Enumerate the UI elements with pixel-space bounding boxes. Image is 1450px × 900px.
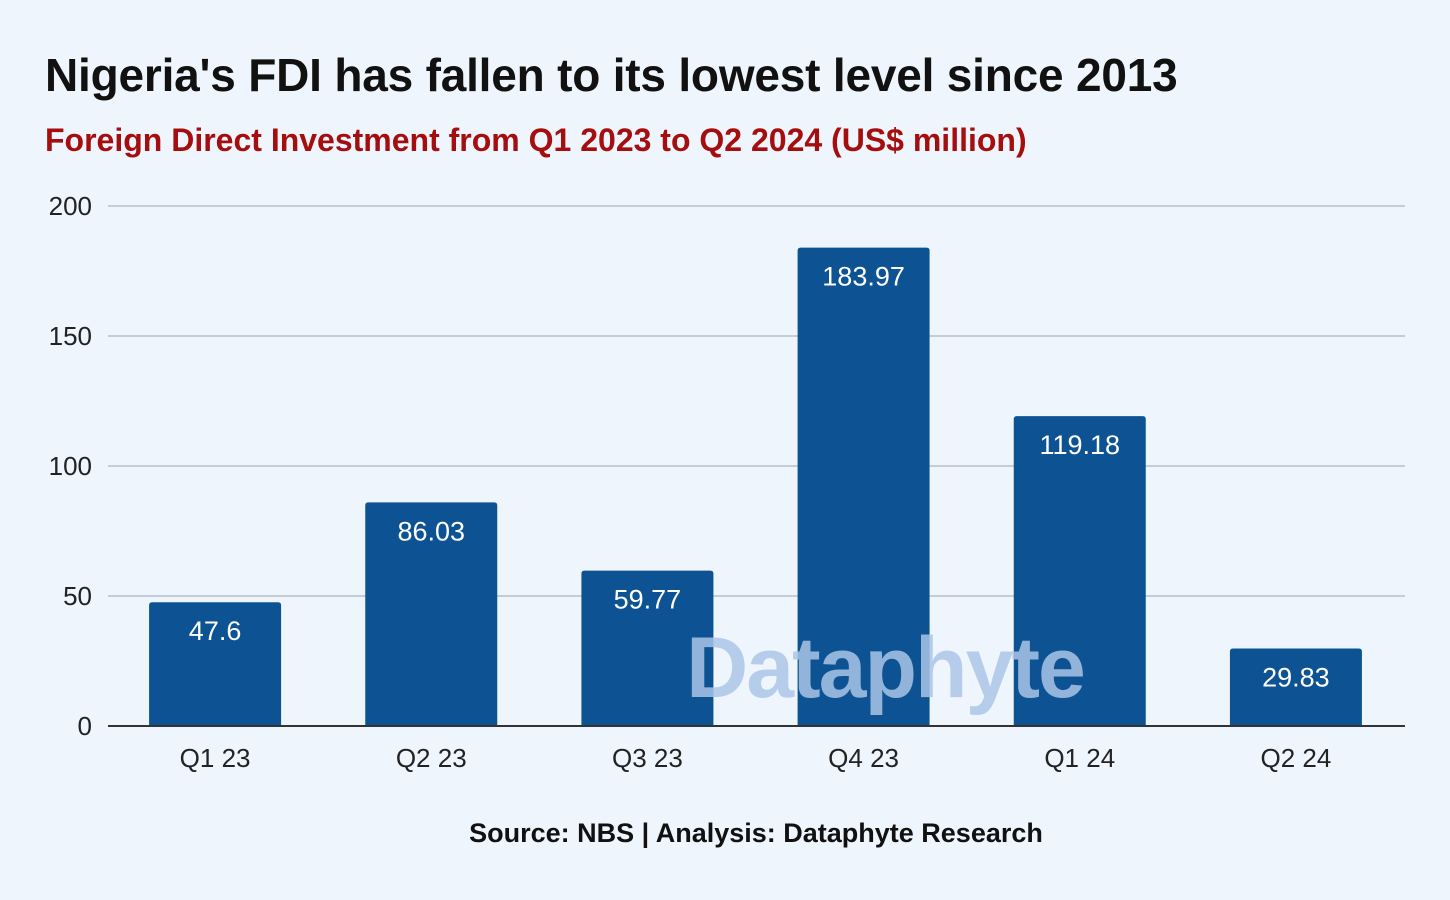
x-tick-label: Q1 23 [180, 743, 251, 773]
bar-value-label: 29.83 [1262, 662, 1330, 692]
y-tick-label-100: 100 [49, 451, 92, 481]
bar-value-label: 183.97 [822, 262, 905, 292]
y-tick-label-150: 150 [49, 321, 92, 351]
x-tick-label: Q1 24 [1044, 743, 1115, 773]
bar-value-label: 59.77 [614, 585, 682, 615]
y-tick-label-0: 0 [78, 711, 92, 741]
bar-q2-24 [1229, 648, 1362, 726]
bar-value-labels: 47.6 86.03 59.77 183.97 119.18 29.83 [189, 262, 1330, 693]
axes: 0 50 100 150 200 Q1 23 Q2 23 Q3 23 Q4 23 Q1 24 Q2 … [49, 191, 1405, 773]
bar-q3-23 [581, 570, 714, 726]
x-tick-label: Q3 23 [612, 743, 683, 773]
gridlines [108, 205, 1405, 597]
bars [149, 247, 1362, 727]
x-tick-label: Q2 24 [1261, 743, 1332, 773]
chart-subtitle: Foreign Direct Investment from Q1 2023 t… [45, 122, 1027, 158]
bar-q1-23 [149, 602, 282, 726]
y-tick-label-200: 200 [49, 191, 92, 221]
bar-q2-23 [365, 502, 498, 726]
x-tick-label: Q4 23 [828, 743, 899, 773]
bar-value-label: 47.6 [189, 616, 242, 646]
bar-q4-23 [797, 247, 930, 727]
dataphyte-watermark: Dataphyte [686, 620, 1084, 716]
x-tick-label: Q2 23 [396, 743, 467, 773]
y-tick-label-50: 50 [63, 581, 92, 611]
chart-title: Nigeria's FDI has fallen to its lowest l… [45, 49, 1178, 101]
bar-q1-24 [1013, 416, 1146, 726]
bar-value-label: 86.03 [397, 516, 465, 546]
bar-value-label: 119.18 [1039, 430, 1120, 460]
source-note: Source: NBS | Analysis: Dataphyte Resear… [469, 818, 1043, 848]
